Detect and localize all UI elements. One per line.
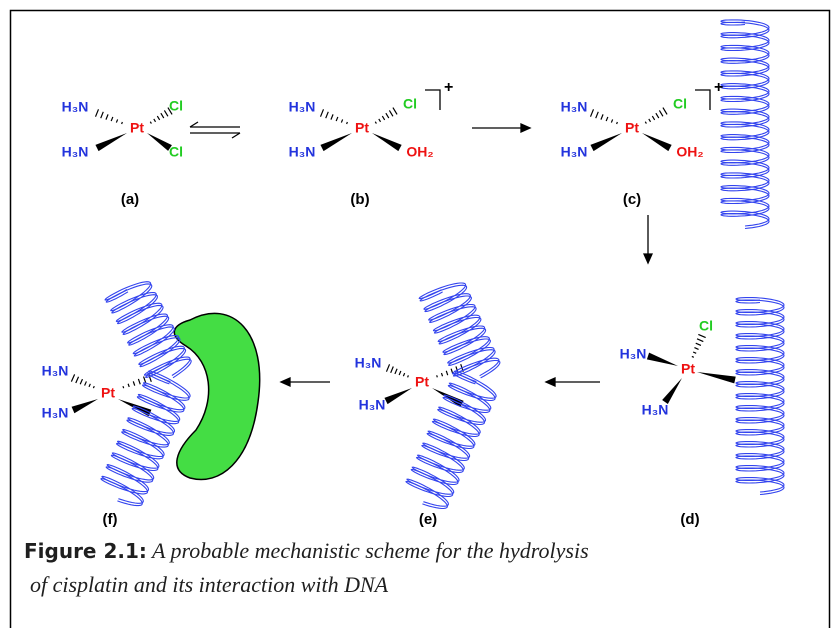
atom: Cl	[169, 144, 183, 160]
atom: H₃N	[289, 144, 316, 160]
hashed-bond	[96, 109, 123, 124]
atom: Pt	[101, 385, 115, 401]
wedge-bond	[590, 133, 622, 151]
atom: Pt	[355, 120, 369, 136]
atom: Cl	[403, 96, 417, 112]
atom: Cl	[673, 96, 687, 112]
hashed-bond	[71, 374, 94, 388]
wedge-bond	[320, 133, 352, 151]
atom: H₃N	[42, 405, 69, 421]
wedge-bond	[642, 133, 672, 151]
atom: H₃N	[359, 397, 386, 413]
atom: Pt	[415, 374, 429, 390]
atom: H₃N	[620, 346, 647, 362]
hashed-bond	[386, 364, 408, 377]
figure: H₃N H₃N Pt Cl Cl (a) H₃N H₃N Pt Cl OH₂ +…	[0, 0, 840, 628]
hashed-bond	[321, 109, 348, 124]
atom: OH₂	[406, 144, 433, 160]
atom: H₃N	[62, 99, 89, 115]
atom: H₃N	[642, 402, 669, 418]
atom: H₃N	[561, 99, 588, 115]
charge: +	[714, 79, 723, 96]
atom: H₃N	[355, 355, 382, 371]
wedge-bond	[95, 133, 127, 151]
atom: H₃N	[42, 363, 69, 379]
atom: Pt	[625, 120, 639, 136]
hashed-bond	[645, 108, 667, 124]
caption-number: Figure 2.1:	[24, 539, 147, 563]
label: (d)	[680, 511, 699, 528]
hashed-bond	[375, 108, 397, 124]
wedge-bond	[647, 353, 678, 366]
label: (e)	[419, 511, 437, 528]
label: (c)	[623, 191, 641, 208]
atom: Cl	[699, 318, 713, 334]
charge: +	[444, 79, 453, 96]
dna-helix	[420, 285, 500, 378]
hashed-bond	[692, 334, 706, 357]
atom: H₃N	[289, 99, 316, 115]
label: (a)	[121, 191, 139, 208]
wedge-bond	[697, 372, 736, 383]
hashed-bond	[591, 109, 618, 124]
dna-helix	[407, 371, 496, 506]
caption-text: of cisplatin and its interaction with DN…	[30, 572, 389, 597]
label: (b)	[350, 191, 369, 208]
label: (f)	[103, 511, 118, 528]
atom: Pt	[681, 361, 695, 377]
caption-text: A probable mechanistic scheme for the hy…	[150, 538, 589, 563]
protein	[174, 313, 259, 479]
wedge-bond	[72, 399, 98, 413]
atom: OH₂	[676, 144, 703, 160]
wedge-bond	[662, 378, 682, 404]
atom: H₃N	[62, 144, 89, 160]
atom: Cl	[169, 98, 183, 114]
atom: H₃N	[561, 144, 588, 160]
wedge-bond	[372, 133, 402, 151]
atom: Pt	[130, 120, 144, 136]
wedge-bond	[384, 388, 412, 404]
